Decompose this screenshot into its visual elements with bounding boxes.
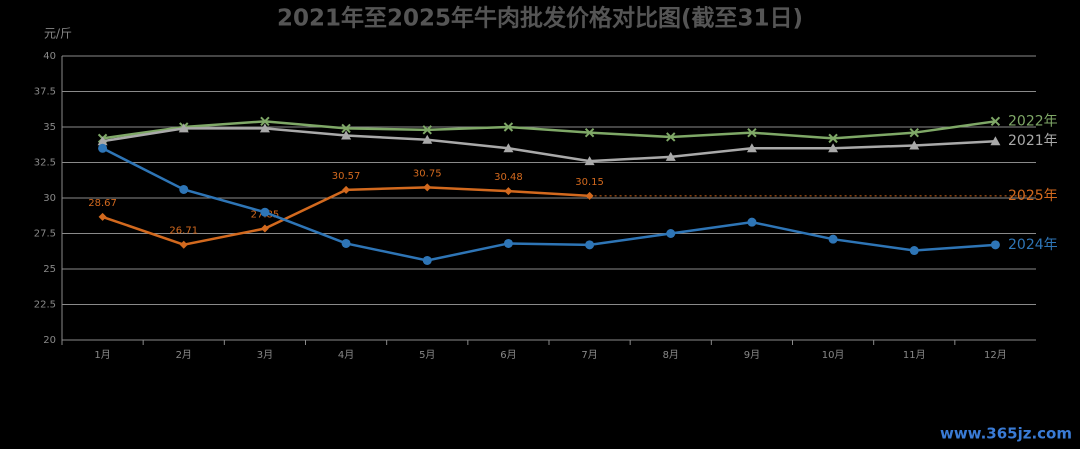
marker	[342, 185, 351, 194]
x-tick-label: 11月	[903, 349, 926, 361]
marker	[909, 246, 919, 256]
y-tick-label: 40	[43, 51, 56, 62]
series-line	[102, 120, 996, 140]
legend-label: 2021年	[1008, 133, 1058, 149]
marker	[259, 123, 270, 133]
y-tick-label: 37.5	[34, 87, 56, 98]
marker	[990, 136, 1001, 146]
marker	[422, 255, 432, 265]
marker	[747, 217, 757, 227]
x-tick-label: 2月	[176, 349, 192, 361]
x-tick-label: 12月	[984, 349, 1007, 361]
legend-label: 2025年	[1008, 188, 1058, 204]
x-tick-label: 10月	[822, 349, 845, 361]
marker	[503, 143, 514, 153]
marker	[341, 123, 351, 134]
x-tick-label: 6月	[500, 349, 516, 361]
y-tick-label: 22.5	[34, 300, 56, 311]
marker	[178, 123, 189, 133]
marker	[666, 229, 676, 238]
y-tick-label: 32.5	[34, 158, 56, 169]
x-tick-label: 4月	[338, 349, 354, 361]
marker	[584, 156, 595, 166]
marker	[665, 151, 676, 161]
marker	[98, 212, 107, 221]
marker	[909, 127, 919, 138]
marker	[179, 240, 188, 249]
data-label: 30.48	[494, 172, 523, 183]
marker	[584, 127, 595, 138]
data-label: 30.57	[332, 171, 361, 182]
marker	[260, 207, 270, 217]
marker	[746, 143, 757, 153]
data-label: 30.75	[413, 168, 442, 179]
marker	[98, 143, 108, 153]
y-tick-label: 30	[43, 193, 56, 204]
marker	[503, 238, 513, 248]
marker	[503, 122, 514, 132]
y-tick-label: 27.5	[34, 229, 56, 240]
x-tick-label: 8月	[663, 349, 679, 361]
marker	[260, 224, 269, 233]
marker	[909, 140, 920, 150]
marker	[747, 127, 757, 138]
watermark: www.365jz.com	[940, 425, 1072, 443]
legend-label: 2022年	[1008, 113, 1058, 129]
marker	[179, 184, 189, 194]
y-tick-label: 20	[43, 335, 56, 346]
marker	[260, 116, 270, 127]
marker	[828, 234, 838, 244]
marker	[666, 132, 676, 142]
x-tick-label: 1月	[94, 349, 110, 361]
x-tick-label: 5月	[419, 349, 435, 361]
x-tick-label: 3月	[257, 349, 273, 361]
legend-label: 2024年	[1008, 237, 1058, 253]
x-tick-label: 9月	[744, 349, 760, 361]
x-tick-label: 7月	[581, 349, 597, 361]
data-label: 28.67	[88, 198, 117, 209]
y-tick-label: 35	[43, 122, 56, 133]
marker	[422, 125, 432, 135]
marker	[585, 191, 594, 200]
marker	[422, 134, 433, 144]
y-tick-label: 25	[43, 264, 56, 275]
y-axis-label: 元/斤	[44, 27, 72, 41]
chart-title: 2021年至2025年牛肉批发价格对比图(截至31日)	[277, 5, 803, 32]
marker	[990, 116, 1001, 127]
marker	[341, 130, 352, 140]
series-line	[102, 127, 996, 163]
data-label: 30.15	[575, 177, 604, 188]
marker	[341, 238, 351, 248]
marker	[504, 187, 513, 196]
marker	[828, 133, 838, 144]
marker	[828, 143, 839, 153]
marker	[990, 240, 1000, 250]
marker	[585, 240, 595, 250]
series-line	[102, 147, 996, 262]
marker	[423, 183, 432, 192]
data-label: 26.71	[169, 226, 198, 237]
marker	[97, 136, 108, 146]
